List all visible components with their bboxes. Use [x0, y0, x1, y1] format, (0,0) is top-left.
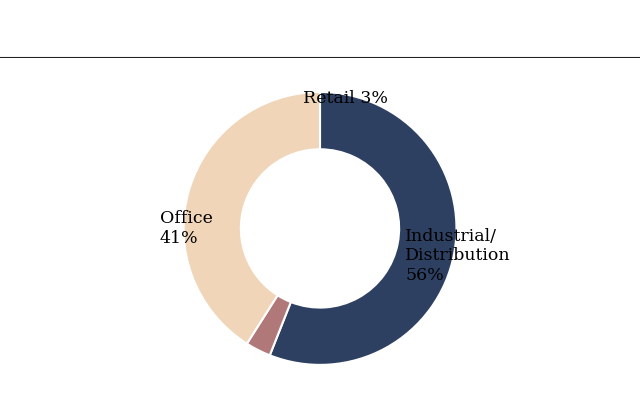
Wedge shape — [247, 295, 291, 355]
Wedge shape — [184, 92, 320, 344]
Wedge shape — [270, 92, 456, 365]
Text: Industrial/
Distribution
56%: Industrial/ Distribution 56% — [405, 227, 511, 284]
Text: Office
41%: Office 41% — [159, 210, 212, 247]
Text: Asset Type: Asset Type — [259, 19, 381, 39]
Text: (1): (1) — [373, 10, 392, 23]
Text: Retail 3%: Retail 3% — [303, 90, 388, 107]
